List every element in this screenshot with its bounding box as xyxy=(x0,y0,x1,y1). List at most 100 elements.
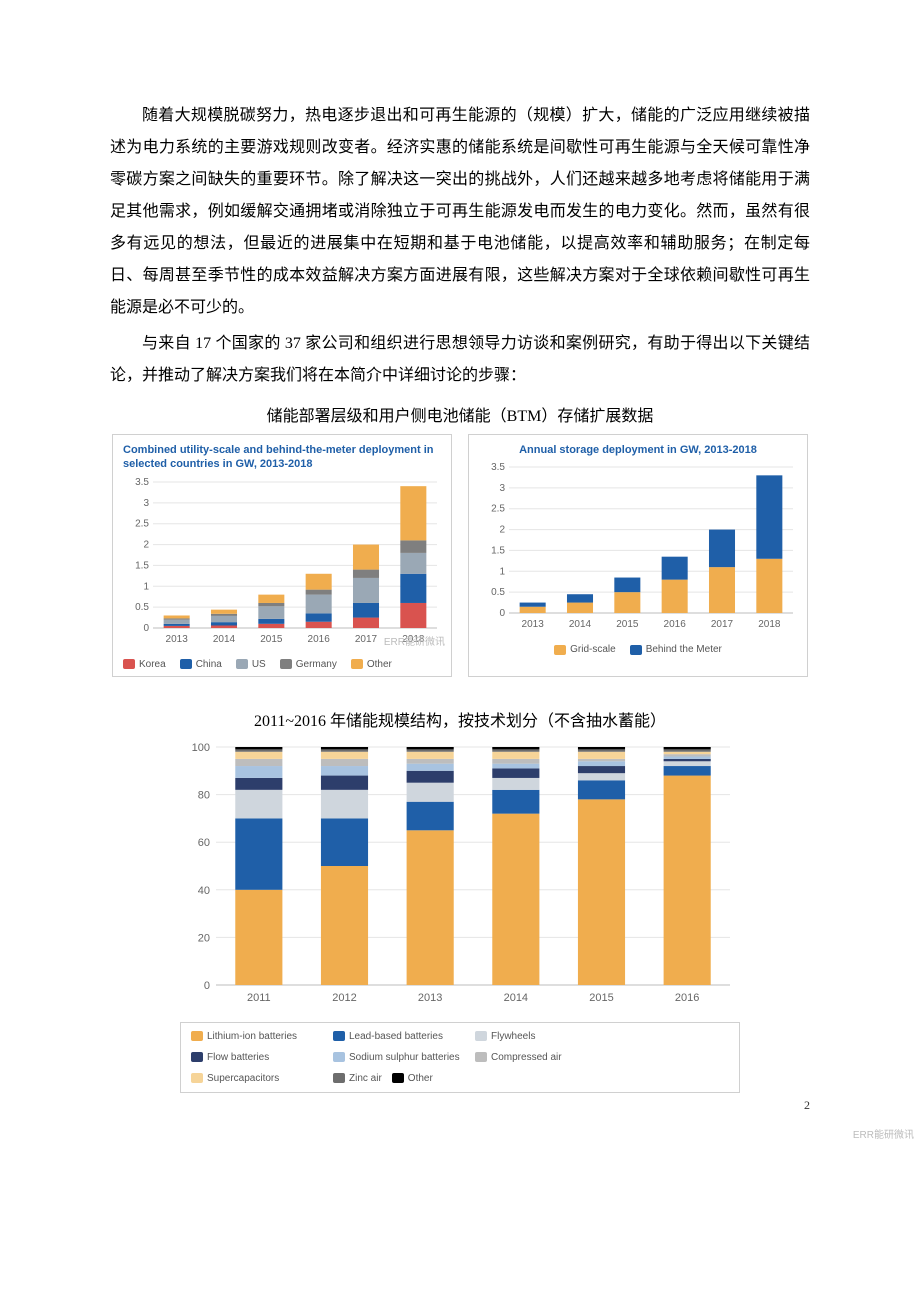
svg-text:2: 2 xyxy=(143,539,149,550)
legend-swatch xyxy=(191,1031,203,1041)
legend-item: Compressed air xyxy=(475,1052,603,1063)
svg-text:2.5: 2.5 xyxy=(135,518,149,529)
svg-text:1: 1 xyxy=(499,567,505,578)
svg-text:2016: 2016 xyxy=(664,619,687,630)
legend-label: Lithium-ion batteries xyxy=(207,1031,297,1042)
legend-label: Compressed air xyxy=(491,1052,562,1063)
chart2-legend: Grid-scale Behind the Meter xyxy=(479,644,797,655)
svg-text:2017: 2017 xyxy=(711,619,734,630)
legend-item: Grid-scale xyxy=(554,644,616,655)
svg-text:2013: 2013 xyxy=(522,619,545,630)
svg-text:2012: 2012 xyxy=(332,992,356,1004)
svg-text:1.5: 1.5 xyxy=(491,546,505,557)
svg-text:2016: 2016 xyxy=(308,634,331,645)
legend-item: Germany xyxy=(280,659,337,670)
legend-label: Sodium sulphur batteries xyxy=(349,1052,460,1063)
svg-text:3: 3 xyxy=(499,483,505,494)
svg-text:2015: 2015 xyxy=(616,619,639,630)
svg-text:40: 40 xyxy=(198,884,210,896)
legend-swatch xyxy=(333,1052,345,1062)
watermark-2: ERR能研微讯 xyxy=(853,1126,914,1141)
svg-text:2: 2 xyxy=(499,525,505,536)
legend-item: China xyxy=(180,659,222,670)
svg-text:1.5: 1.5 xyxy=(135,560,149,571)
legend-item: Sodium sulphur batteries xyxy=(333,1052,461,1063)
page-number: 2 xyxy=(804,1098,810,1113)
legend-item: Behind the Meter xyxy=(630,644,722,655)
legend-swatch xyxy=(630,645,642,655)
legend-item-combo: Zinc airOther xyxy=(333,1073,461,1084)
svg-text:3.5: 3.5 xyxy=(491,463,505,473)
svg-text:2011: 2011 xyxy=(247,992,271,1004)
legend-label: Behind the Meter xyxy=(646,644,722,655)
chart-technology-mix: 0 20 40 60 80 100 2011 2012 2013 2014 2015 2016 Lit… xyxy=(180,741,740,1093)
top-charts-row: Combined utility-scale and behind-the-me… xyxy=(110,434,810,677)
legend-item: Supercapacitors xyxy=(191,1073,319,1084)
svg-text:2014: 2014 xyxy=(569,619,592,630)
svg-text:2015: 2015 xyxy=(260,634,283,645)
svg-text:2013: 2013 xyxy=(166,634,189,645)
svg-text:100: 100 xyxy=(192,742,210,754)
legend-swatch xyxy=(554,645,566,655)
legend-item: Flow batteries xyxy=(191,1052,319,1063)
chart2-canvas: 0 0.5 1 1.5 2 2.5 3 3.5 2013 2014 2015 2016 2017 2018 xyxy=(479,463,799,633)
chart-annual-deployment: Annual storage deployment in GW, 2013-20… xyxy=(468,434,808,677)
svg-text:20: 20 xyxy=(198,932,210,944)
legend-label: Other xyxy=(367,659,392,670)
document-page: 随着大规模脱碳努力，热电逐步退出和可再生能源的（规模）扩大，储能的广泛应用继续被… xyxy=(0,0,920,1153)
legend-item: Lithium-ion batteries xyxy=(191,1031,319,1042)
legend-swatch xyxy=(333,1031,345,1041)
chart-caption-2: 2011~2016 年储能规模结构，按技术划分（不含抽水蓄能） xyxy=(110,707,810,731)
chart3-canvas: 0 20 40 60 80 100 2011 2012 2013 2014 2015 2016 xyxy=(180,741,740,1011)
legend-label: US xyxy=(252,659,266,670)
chart-caption-1: 储能部署层级和用户侧电池储能（BTM）存储扩展数据 xyxy=(110,402,810,426)
svg-text:0: 0 xyxy=(143,623,149,634)
svg-text:2014: 2014 xyxy=(504,992,528,1004)
svg-text:2013: 2013 xyxy=(418,992,442,1004)
svg-text:0.5: 0.5 xyxy=(135,602,149,613)
legend-label: Korea xyxy=(139,659,166,670)
legend-label: Grid-scale xyxy=(570,644,616,655)
paragraph-2: 与来自 17 个国家的 37 家公司和组织进行思想领导力访谈和案例研究，有助于得… xyxy=(110,328,810,392)
legend-swatch xyxy=(180,659,192,669)
legend-item: Korea xyxy=(123,659,166,670)
chart-combined-deployment: Combined utility-scale and behind-the-me… xyxy=(112,434,452,677)
svg-text:0.5: 0.5 xyxy=(491,587,505,598)
svg-text:1: 1 xyxy=(143,581,149,592)
legend-label: Flywheels xyxy=(491,1031,535,1042)
chart1-legend: Korea China US Germany Other xyxy=(123,659,441,670)
svg-text:2017: 2017 xyxy=(355,634,378,645)
legend-label: Germany xyxy=(296,659,337,670)
svg-text:60: 60 xyxy=(198,837,210,849)
svg-text:2016: 2016 xyxy=(675,992,699,1004)
svg-text:2018: 2018 xyxy=(758,619,781,630)
legend-swatch xyxy=(351,659,363,669)
chart1-title: Combined utility-scale and behind-the-me… xyxy=(123,443,441,472)
legend-label: China xyxy=(196,659,222,670)
legend-swatch xyxy=(236,659,248,669)
legend-label: Supercapacitors xyxy=(207,1073,279,1084)
svg-text:2014: 2014 xyxy=(213,634,236,645)
svg-text:2.5: 2.5 xyxy=(491,504,505,515)
legend-item: US xyxy=(236,659,266,670)
svg-text:3: 3 xyxy=(143,497,149,508)
svg-text:0: 0 xyxy=(499,608,505,619)
legend-label: Lead-based batteries xyxy=(349,1031,443,1042)
chart1-canvas: 00.511.522.533.5201320142015201620172018 xyxy=(123,478,443,648)
svg-text:3.5: 3.5 xyxy=(135,478,149,488)
chart2-title: Annual storage deployment in GW, 2013-20… xyxy=(479,443,797,457)
svg-text:2015: 2015 xyxy=(589,992,613,1004)
legend-item: Other xyxy=(351,659,392,670)
legend-swatch xyxy=(280,659,292,669)
legend-swatch xyxy=(191,1073,203,1083)
svg-text:0: 0 xyxy=(204,980,210,992)
legend-swatch xyxy=(475,1031,487,1041)
chart3-legend: Lithium-ion batteries Lead-based batterie… xyxy=(180,1022,740,1093)
svg-text:80: 80 xyxy=(198,789,210,801)
paragraph-1: 随着大规模脱碳努力，热电逐步退出和可再生能源的（规模）扩大，储能的广泛应用继续被… xyxy=(110,100,810,324)
legend-swatch xyxy=(475,1052,487,1062)
watermark-1: ERR能研微讯 xyxy=(384,633,445,648)
legend-swatch xyxy=(123,659,135,669)
legend-label: Flow batteries xyxy=(207,1052,269,1063)
legend-swatch xyxy=(191,1052,203,1062)
